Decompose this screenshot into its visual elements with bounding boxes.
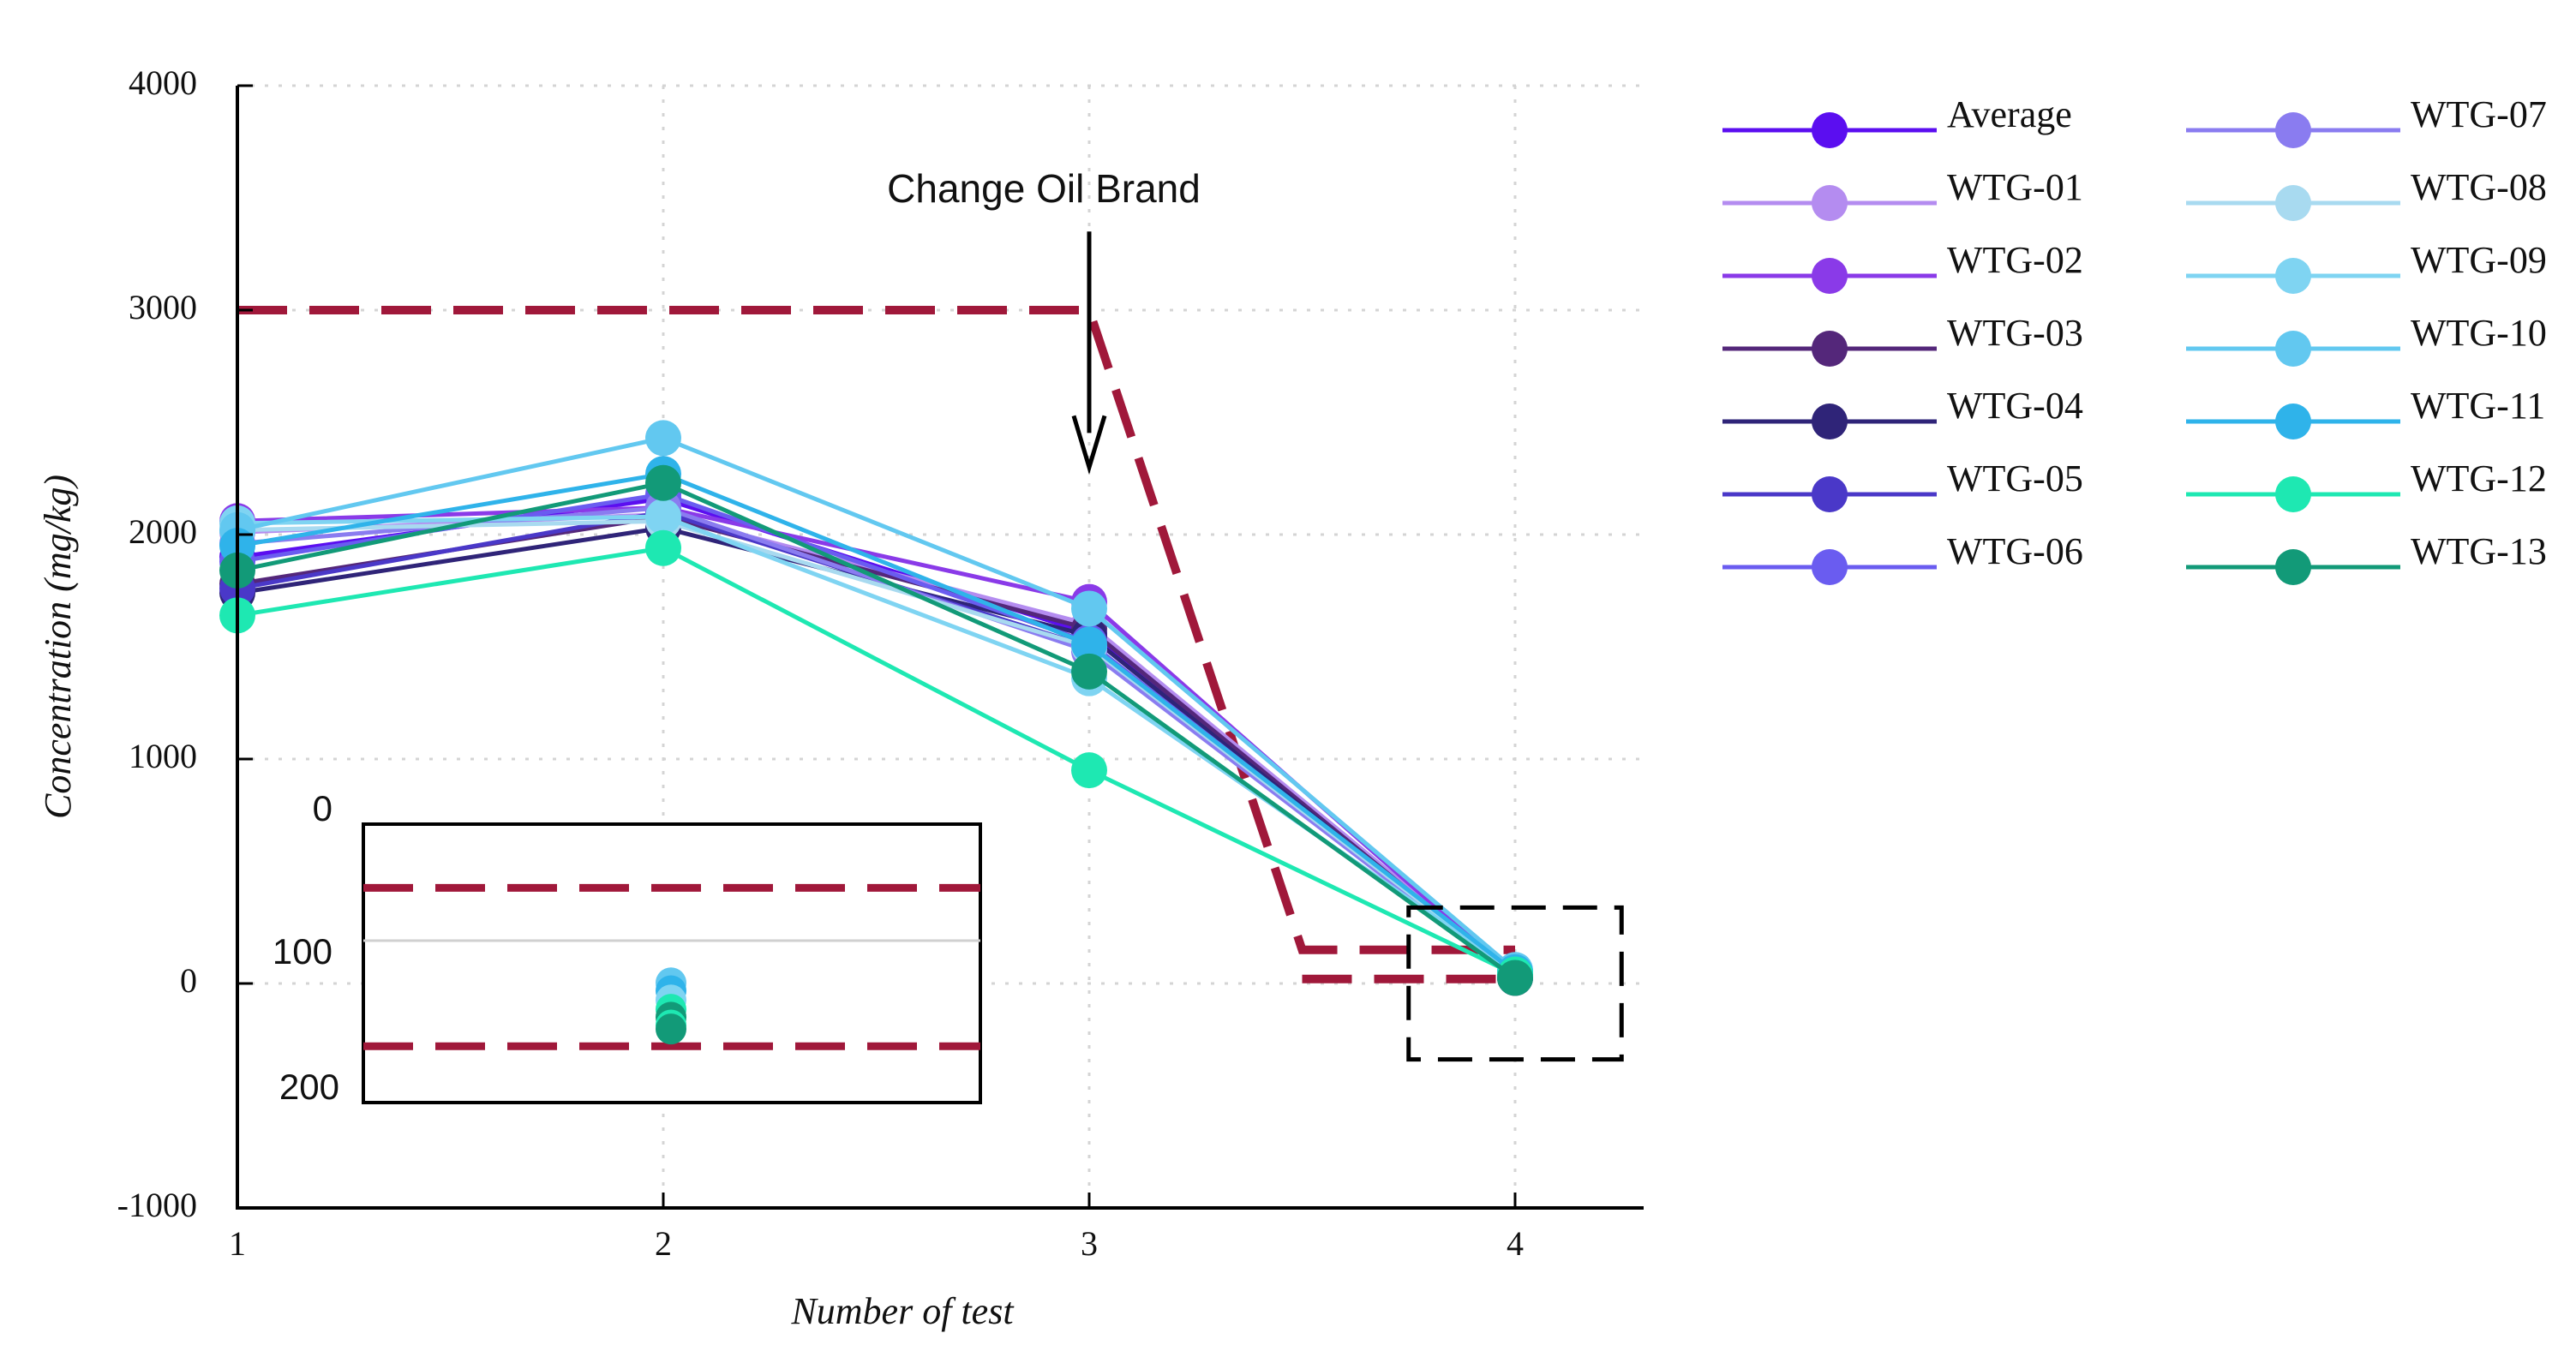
- legend-label: WTG-11: [2411, 385, 2545, 427]
- x-tick-label: 3: [1081, 1224, 1098, 1263]
- data-point-wtg-13: [1071, 653, 1107, 690]
- data-point-wtg-11: [1071, 626, 1107, 663]
- legend-item-wtg-07[interactable]: WTG-07: [2186, 93, 2547, 148]
- legend-label: WTG-08: [2411, 166, 2547, 208]
- legend-swatch-marker: [1812, 331, 1848, 367]
- data-point-wtg-10: [645, 420, 681, 457]
- inset-panel: 0 100 200: [273, 788, 982, 1107]
- series-line-wtg-13: [237, 481, 1517, 980]
- legend-label: WTG-09: [2411, 239, 2547, 281]
- legend-item-wtg-12[interactable]: WTG-12: [2186, 457, 2547, 512]
- data-point-wtg-10: [1071, 590, 1107, 627]
- y-tick-label: 4000: [129, 63, 197, 102]
- inset-y-tick-label: 100: [273, 931, 332, 971]
- series-line-wtg-10: [237, 435, 1517, 972]
- legend-swatch-marker: [2275, 331, 2311, 367]
- annotation-text: Change Oil Brand: [887, 166, 1201, 211]
- legend-item-wtg-05[interactable]: WTG-05: [1722, 457, 2083, 512]
- y-tick-label: 0: [180, 961, 197, 1000]
- inset-data-point: [656, 1013, 686, 1045]
- legend-label: WTG-03: [1947, 312, 2083, 354]
- data-point-wtg-12: [645, 529, 681, 566]
- annotations: Change Oil Brand: [887, 166, 1624, 1062]
- legend-label: WTG-06: [1947, 530, 2083, 572]
- legend-label: WTG-13: [2411, 530, 2547, 572]
- data-point-wtg-09: [645, 499, 681, 535]
- legend-label: WTG-02: [1947, 239, 2083, 281]
- data-point-wtg-13: [1497, 959, 1533, 996]
- legend-swatch-marker: [1812, 112, 1848, 148]
- legend-item-wtg-08[interactable]: WTG-08: [2186, 166, 2547, 221]
- data-point-wtg-13: [645, 464, 681, 501]
- legend-item-wtg-11[interactable]: WTG-11: [2186, 385, 2545, 439]
- y-tick-label: 1000: [129, 737, 197, 775]
- y-tick-label: 3000: [129, 288, 197, 326]
- x-tick-label: 1: [229, 1224, 246, 1263]
- legend-swatch-marker: [1812, 549, 1848, 585]
- x-tick-label: 2: [655, 1224, 672, 1263]
- legend-label: WTG-07: [2411, 93, 2547, 135]
- legend-item-wtg-09[interactable]: WTG-09: [2186, 239, 2547, 294]
- legend-item-wtg-03[interactable]: WTG-03: [1722, 312, 2083, 367]
- legend-swatch-marker: [1812, 258, 1848, 294]
- legend-swatch-marker: [2275, 404, 2311, 439]
- inset-y-tick-label: 200: [279, 1067, 339, 1107]
- legend-item-wtg-10[interactable]: WTG-10: [2186, 312, 2547, 367]
- legend: Average WTG-01 WTG-02 WTG-03 WTG-04 WTG-05 WTG…: [1722, 93, 2547, 585]
- legend-swatch-marker: [2275, 112, 2311, 148]
- legend-label: WTG-12: [2411, 457, 2547, 499]
- x-axis-label: Number of test: [790, 1290, 1015, 1332]
- series-layer: [219, 420, 1533, 996]
- x-tick-label: 4: [1507, 1224, 1524, 1263]
- legend-swatch-marker: [2275, 185, 2311, 221]
- legend-item-wtg-06[interactable]: WTG-06: [1722, 530, 2083, 585]
- series-line-wtg-11: [237, 471, 1517, 974]
- y-tick-label: -1000: [117, 1186, 197, 1224]
- annotation-arrow-head: [1071, 415, 1107, 475]
- series-line-wtg-12: [237, 546, 1517, 977]
- inset-frame: [362, 822, 982, 1104]
- y-tick-label: 2000: [129, 512, 197, 551]
- legend-item-wtg-02[interactable]: WTG-02: [1722, 239, 2083, 294]
- legend-label: WTG-10: [2411, 312, 2547, 354]
- legend-label: WTG-05: [1947, 457, 2083, 499]
- legend-item-wtg-04[interactable]: WTG-04: [1722, 385, 2083, 439]
- legend-item-average[interactable]: Average: [1722, 93, 2072, 148]
- legend-label: Average: [1947, 93, 2072, 135]
- y-axis-label: Concentration (mg/kg): [37, 475, 79, 819]
- legend-swatch-marker: [1812, 185, 1848, 221]
- legend-swatch-marker: [2275, 549, 2311, 585]
- legend-swatch-marker: [1812, 476, 1848, 512]
- legend-item-wtg-01[interactable]: WTG-01: [1722, 166, 2083, 221]
- zoom-focus-box: [1406, 905, 1624, 1062]
- legend-swatch-marker: [2275, 258, 2311, 294]
- legend-label: WTG-01: [1947, 166, 2083, 208]
- data-point-wtg-12: [1071, 752, 1107, 789]
- legend-swatch-marker: [2275, 476, 2311, 512]
- legend-swatch-marker: [1812, 404, 1848, 439]
- legend-item-wtg-13[interactable]: WTG-13: [2186, 530, 2547, 585]
- legend-label: WTG-04: [1947, 385, 2083, 427]
- inset-y-tick-label: 0: [313, 788, 332, 828]
